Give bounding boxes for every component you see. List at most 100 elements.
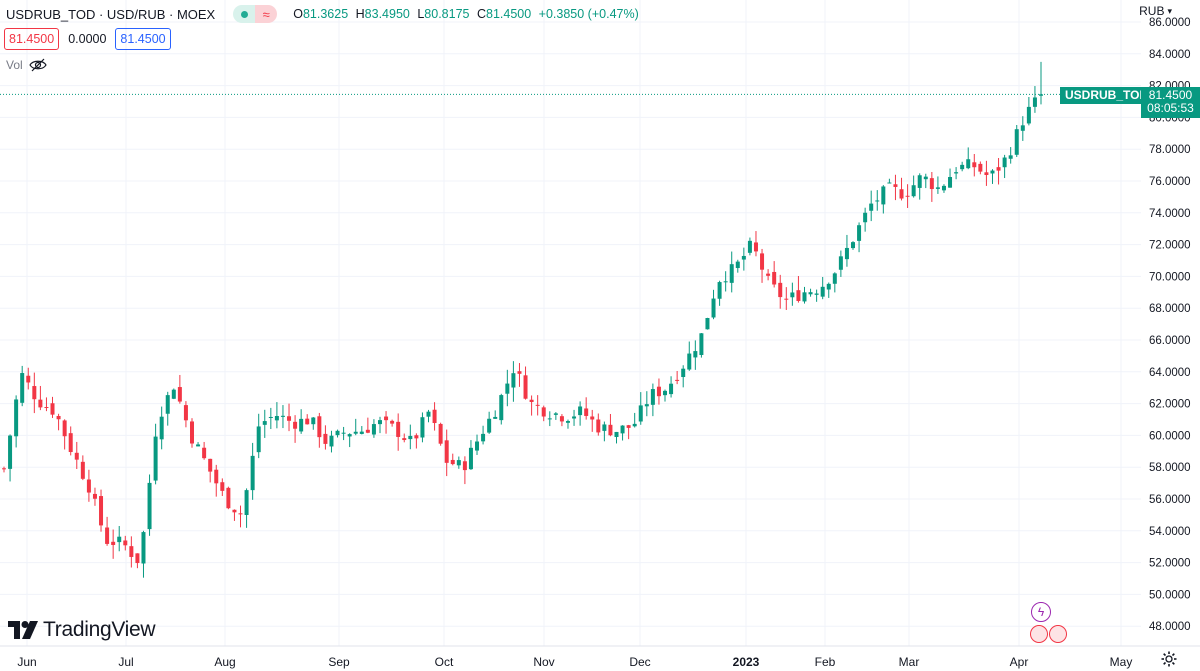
candle-down xyxy=(99,496,104,526)
candle-up xyxy=(620,425,625,434)
time-tick-label: 2023 xyxy=(733,655,760,669)
candle-down xyxy=(753,242,758,252)
candle-down xyxy=(596,419,601,433)
candle-up xyxy=(511,373,516,388)
time-axis[interactable]: Jun Jul Aug Sep Oct Nov Dec 2023 Feb Mar Apr May xyxy=(0,645,1200,669)
candle-down xyxy=(384,416,389,421)
candle-down xyxy=(238,513,243,515)
price-tick-label: 52.0000 xyxy=(1149,558,1191,570)
candle-up xyxy=(851,242,856,249)
candle-down xyxy=(535,404,540,406)
time-tick-label: May xyxy=(1110,655,1133,669)
candle-down xyxy=(584,408,589,416)
candle-up xyxy=(941,185,946,191)
price-tick-label: 60.0000 xyxy=(1149,430,1191,442)
candle-up xyxy=(917,175,922,188)
ohlc-value-open: 81.3625 xyxy=(302,7,349,21)
ohlc-change: +0.3850 (+0.47%) xyxy=(538,7,639,21)
candle-up xyxy=(499,395,504,421)
lightning-icon[interactable]: ϟ xyxy=(1031,602,1051,622)
price-tick-label: 48.0000 xyxy=(1149,621,1191,633)
delayed-data-icon[interactable]: ≈ xyxy=(255,5,278,23)
currency-selector[interactable]: RUB ▾ xyxy=(1139,4,1172,18)
candle-up xyxy=(377,420,382,425)
candle-up xyxy=(711,298,716,318)
candle-up xyxy=(820,286,825,297)
candle-down xyxy=(86,479,91,493)
candle-down xyxy=(183,405,188,421)
candle-up xyxy=(687,353,692,370)
candle-up xyxy=(14,399,19,437)
price-tick-label: 84.0000 xyxy=(1149,49,1191,61)
candle-down xyxy=(529,399,534,403)
candle-down xyxy=(772,271,777,285)
candle-down xyxy=(893,184,898,187)
candle-down xyxy=(396,421,401,437)
candle-down xyxy=(2,468,6,470)
candle-up xyxy=(990,170,995,174)
buy-price-button[interactable]: 81.4500 xyxy=(115,28,171,50)
candle-up xyxy=(171,389,176,399)
candle-down xyxy=(760,253,765,270)
gear-icon[interactable] xyxy=(1161,651,1177,667)
time-tick-label: Sep xyxy=(328,655,350,669)
candle-up xyxy=(632,423,637,427)
price-tick-label: 50.0000 xyxy=(1149,589,1191,601)
candle-up xyxy=(954,172,959,174)
symbol-title[interactable]: USDRUB_TOD · USD/RUB · MOEX xyxy=(6,6,216,22)
sell-price-button[interactable]: 81.4500 xyxy=(4,28,60,50)
candle-down xyxy=(202,447,207,459)
candle-down xyxy=(232,509,237,513)
tradingview-logo[interactable]: TradingView xyxy=(8,618,156,642)
candle-up xyxy=(468,447,473,470)
candle-up xyxy=(117,536,122,543)
candle-up xyxy=(329,435,334,447)
candle-down xyxy=(899,189,904,199)
candle-up xyxy=(481,433,486,442)
candle-up xyxy=(663,390,668,396)
candle-down xyxy=(778,282,783,298)
candle-up xyxy=(869,203,874,211)
candle-down xyxy=(305,418,310,425)
candle-up xyxy=(1026,106,1031,124)
candle-up xyxy=(602,424,607,431)
candle-up xyxy=(487,418,492,433)
time-tick-label: Mar xyxy=(899,655,920,669)
price-tick-label: 86.0000 xyxy=(1149,17,1191,29)
candle-down xyxy=(214,469,219,484)
candle-down xyxy=(135,553,140,564)
candle-up xyxy=(935,187,940,189)
candle-down xyxy=(996,167,1001,171)
candle-up xyxy=(1008,155,1013,159)
price-tick-label: 56.0000 xyxy=(1149,494,1191,506)
economic-events-icons[interactable] xyxy=(1030,625,1068,643)
candle-down xyxy=(462,461,467,471)
price-tick-label: 58.0000 xyxy=(1149,462,1191,474)
candle-up xyxy=(250,455,255,491)
candle-down xyxy=(905,195,910,197)
candle-down xyxy=(432,409,437,424)
candle-down xyxy=(220,482,225,491)
candle-down xyxy=(972,162,977,168)
candle-down xyxy=(323,433,328,444)
volume-indicator-row[interactable]: Vol xyxy=(6,58,47,72)
market-open-icon[interactable] xyxy=(233,5,256,23)
candle-up xyxy=(578,406,583,416)
us-flag-icon[interactable] xyxy=(1049,625,1067,643)
candles xyxy=(2,61,1043,578)
brand-name: TradingView xyxy=(43,618,156,641)
last-price-value: 81.4500 xyxy=(1148,88,1193,102)
time-tick-label: Apr xyxy=(1010,655,1029,669)
eye-crossed-icon[interactable] xyxy=(28,58,47,72)
candle-up xyxy=(681,368,686,378)
candle-up xyxy=(1032,97,1037,107)
candle-up xyxy=(832,273,837,284)
candle-up xyxy=(408,435,413,440)
ohlc-key-close: C xyxy=(476,7,486,21)
candle-down xyxy=(80,461,85,479)
candle-down xyxy=(123,540,128,546)
us-flag-icon[interactable] xyxy=(1030,625,1048,643)
candle-up xyxy=(359,431,364,434)
candle-down xyxy=(189,421,194,444)
